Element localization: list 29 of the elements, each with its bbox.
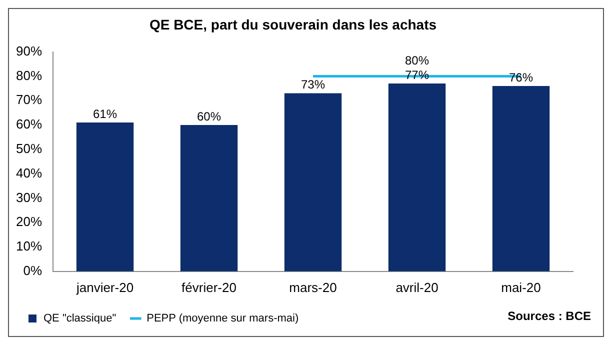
- data-label: 60%: [197, 109, 222, 124]
- x-tick-label: avril-20: [396, 280, 438, 295]
- legend-label: PEPP (moyenne sur mars-mai): [146, 312, 299, 325]
- y-tick-label: 90%: [16, 43, 42, 58]
- x-tick-label: mai-20: [501, 280, 541, 295]
- source-note: Sources : BCE: [508, 308, 591, 323]
- y-tick-label: 70%: [16, 92, 42, 108]
- y-tick-label: 50%: [16, 140, 42, 156]
- bar: [388, 84, 446, 272]
- data-label: 80%: [404, 54, 430, 68]
- y-tick-label: 40%: [16, 165, 42, 180]
- data-label: 61%: [93, 106, 118, 121]
- y-tick-label: 30%: [16, 190, 42, 205]
- x-tick-label: février-20: [182, 280, 236, 295]
- y-tick-label: 10%: [16, 238, 42, 254]
- y-tick-label: 80%: [16, 68, 42, 83]
- legend-label: QE "classique": [44, 312, 116, 325]
- chart-title: QE BCE, part du souverain dans les achats: [149, 16, 437, 32]
- bar: [180, 125, 238, 272]
- y-tick-label: 20%: [16, 214, 42, 230]
- x-tick-label: janvier-20: [75, 280, 134, 295]
- data-label: 73%: [300, 78, 326, 92]
- bar: [284, 93, 342, 272]
- bar: [76, 122, 134, 272]
- y-tick-label: 60%: [16, 116, 42, 132]
- x-tick-label: mars-20: [289, 280, 337, 295]
- data-label: 76%: [508, 70, 534, 84]
- y-tick-label: 0%: [23, 262, 42, 278]
- bar: [492, 86, 550, 272]
